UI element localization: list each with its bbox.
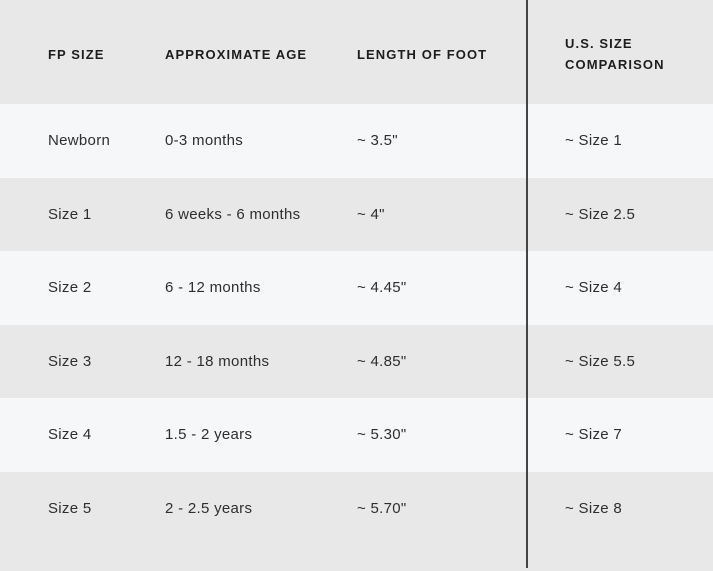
table-row: Newborn 0-3 months ~ 3.5" ~ Size 1 (0, 104, 713, 178)
cell-approximate-age: 2 - 2.5 years (165, 500, 253, 518)
header-row: FP SIZE APPROXIMATE AGE LENGTH OF FOOT U… (0, 0, 713, 104)
header-fp-size: FP SIZE (48, 46, 105, 62)
cell-us-size: ~ Size 4 (565, 279, 623, 297)
cell-fp-size: Size 5 (48, 500, 92, 518)
table-row: Size 4 1.5 - 2 years ~ 5.30" ~ Size 7 (0, 398, 713, 472)
cell-fp-size: Newborn (48, 132, 111, 150)
column-divider-line (526, 0, 528, 568)
cell-approximate-age: 6 - 12 months (165, 279, 261, 297)
cell-fp-size: Size 4 (48, 426, 92, 444)
cell-approximate-age: 0-3 months (165, 132, 244, 150)
cell-fp-size: Size 3 (48, 352, 92, 370)
cell-length-of-foot: ~ 4" (357, 205, 385, 223)
cell-us-size: ~ Size 7 (565, 426, 623, 444)
cell-length-of-foot: ~ 5.70" (357, 500, 407, 518)
cell-fp-size: Size 2 (48, 279, 92, 297)
cell-length-of-foot: ~ 4.85" (357, 352, 407, 370)
table-row: Size 3 12 - 18 months ~ 4.85" ~ Size 5.5 (0, 324, 713, 398)
header-us-size-comparison: U.S. SIZE COMPARISON (565, 36, 665, 72)
cell-length-of-foot: ~ 3.5" (357, 132, 398, 150)
cell-length-of-foot: ~ 5.30" (357, 426, 407, 444)
header-approximate-age: APPROXIMATE AGE (165, 46, 308, 62)
cell-us-size: ~ Size 8 (565, 500, 623, 518)
header-length-of-foot: LENGTH OF FOOT (357, 46, 488, 62)
cell-approximate-age: 1.5 - 2 years (165, 426, 253, 444)
table-row: Size 5 2 - 2.5 years ~ 5.70" ~ Size 8 (0, 471, 713, 571)
cell-approximate-age: 12 - 18 months (165, 352, 270, 370)
cell-us-size: ~ Size 5.5 (565, 352, 636, 370)
cell-length-of-foot: ~ 4.45" (357, 279, 407, 297)
cell-fp-size: Size 1 (48, 205, 92, 223)
cell-us-size: ~ Size 1 (565, 132, 623, 150)
cell-us-size: ~ Size 2.5 (565, 205, 636, 223)
cell-approximate-age: 6 weeks - 6 months (165, 205, 301, 223)
table-row: Size 2 6 - 12 months ~ 4.45" ~ Size 4 (0, 251, 713, 325)
table-row: Size 1 6 weeks - 6 months ~ 4" ~ Size 2.… (0, 177, 713, 251)
